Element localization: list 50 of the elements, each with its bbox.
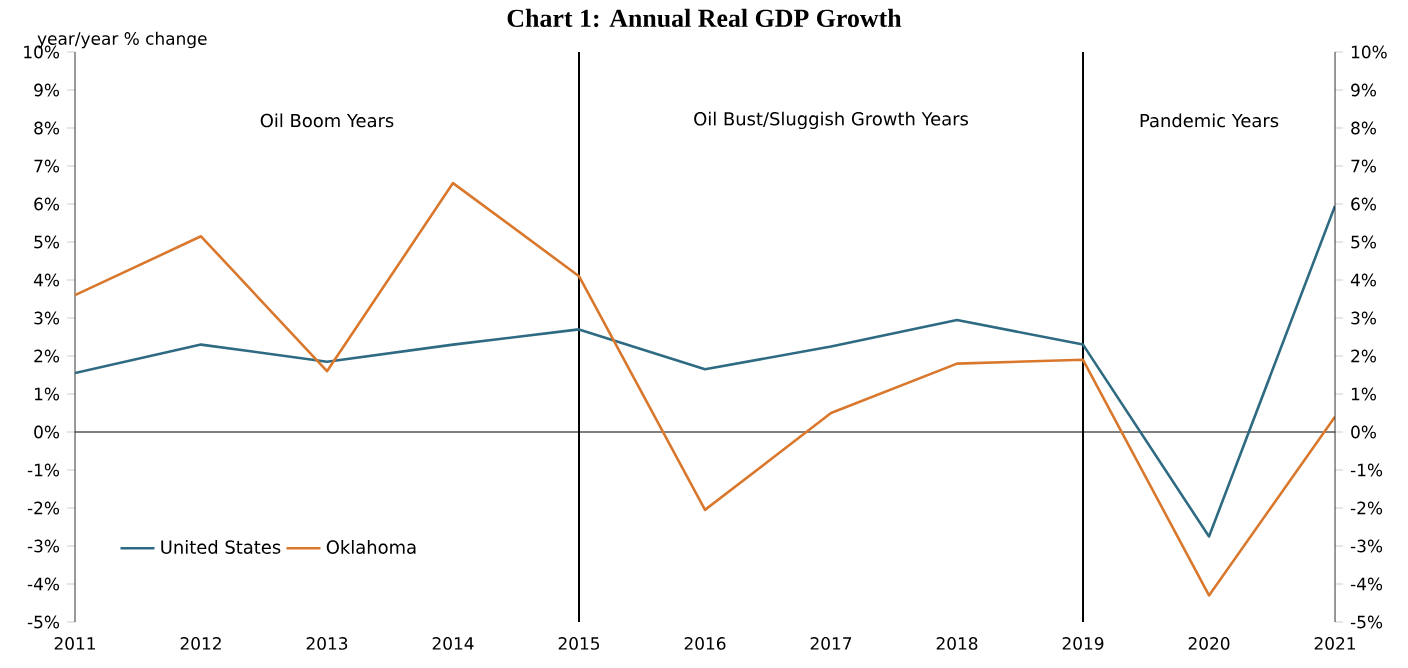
- y-tick-label: 6%: [34, 197, 60, 211]
- x-tick-label: 2021: [1314, 637, 1355, 650]
- x-tick-label: 2020: [1188, 637, 1230, 650]
- y-tick-label: -4%: [27, 577, 60, 591]
- y2-tick-label: 2%: [1351, 349, 1376, 363]
- y2-tick-label: 1%: [1351, 387, 1376, 401]
- y-tick-label: -1%: [27, 463, 60, 477]
- line-series: [75, 181, 1336, 597]
- y-tick-label: -2%: [27, 501, 60, 515]
- y2-tick-label: 0%: [1351, 425, 1376, 439]
- y2-tick-label: -1%: [1350, 463, 1383, 477]
- y-tick-label: -3%: [27, 539, 60, 553]
- y2-tick-label: 7%: [1351, 159, 1376, 173]
- x-tick-label: 2018: [936, 637, 978, 650]
- y-tick-label: 0%: [34, 425, 60, 439]
- y2-tick-label: -4%: [1350, 577, 1383, 591]
- x-tick-label: 2016: [684, 637, 726, 650]
- legend-label: Oklahoma: [326, 540, 416, 554]
- annotation: Oil Bust/Sluggish Growth Years: [694, 111, 969, 130]
- legend-label: United States: [161, 540, 281, 554]
- x-tick-label: 2015: [558, 637, 600, 650]
- x-tick-label: 2019: [1062, 637, 1104, 650]
- line-series: [75, 204, 1336, 538]
- x-tick-label: 2012: [180, 637, 221, 650]
- y-tick-label: 8%: [34, 121, 60, 135]
- y2-tick-label: 3%: [1351, 311, 1376, 325]
- x-tick-label: 2014: [432, 637, 474, 650]
- y2-tick-label: 5%: [1351, 235, 1376, 249]
- x-tick-label: 2011: [54, 637, 95, 650]
- x-tick-label: 2013: [306, 637, 348, 650]
- x-tick-label: 2017: [810, 637, 852, 650]
- annotation: Pandemic Years: [1140, 113, 1279, 128]
- y-tick-label: -5%: [27, 615, 60, 629]
- annotation: Oil Boom Years: [260, 113, 394, 128]
- y2-tick-label: -3%: [1350, 539, 1383, 553]
- y2-tick-label: 10%: [1351, 45, 1387, 59]
- y2-tick-label: -5%: [1350, 615, 1383, 629]
- y-tick-label: 4%: [33, 273, 60, 287]
- y2-tick-label: 4%: [1350, 273, 1376, 287]
- y-tick-label: 5%: [34, 235, 60, 249]
- y2-tick-label: 8%: [1351, 121, 1376, 135]
- y2-tick-label: 6%: [1351, 197, 1376, 211]
- y2-tick-label: -2%: [1350, 501, 1383, 515]
- y-tick-label: 1%: [34, 387, 60, 401]
- chart-title: Chart 1: Annual Real GDP Growth: [507, 8, 902, 28]
- y-tick-label: 2%: [34, 349, 60, 363]
- y-tick-label: 9%: [34, 83, 60, 97]
- y-tick-label: 7%: [34, 159, 60, 173]
- y2-tick-label: 9%: [1351, 83, 1376, 97]
- y-tick-label: 3%: [34, 311, 60, 325]
